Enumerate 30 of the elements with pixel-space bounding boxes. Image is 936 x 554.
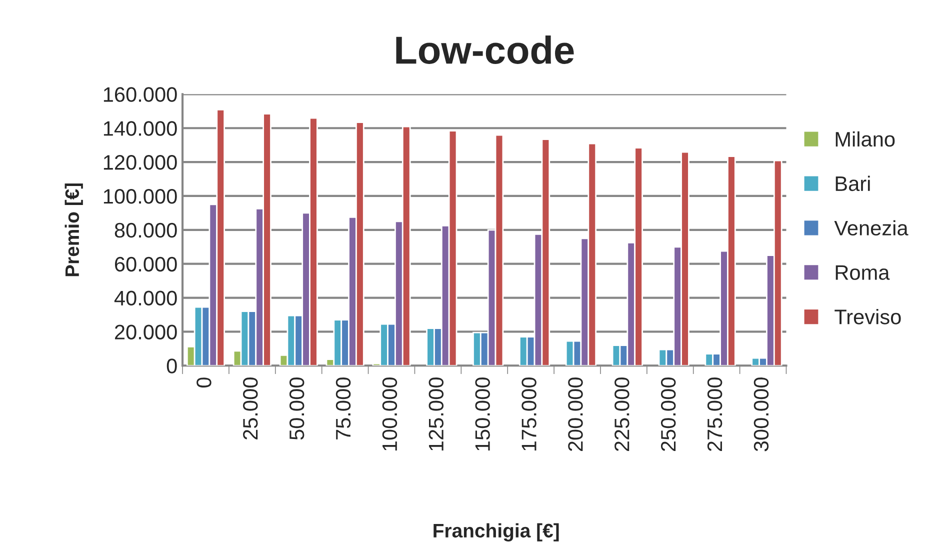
x-tick-label: 50.000 <box>289 378 304 440</box>
x-tick-label: 300.000 <box>754 378 769 452</box>
x-tick-label: 125.000 <box>428 378 444 450</box>
y-tick-label: 60.000 <box>115 256 177 272</box>
x-tick-label: 100.000 <box>382 378 398 450</box>
x-tick-label: 225.000 <box>614 378 630 451</box>
legend-label: Bari <box>836 176 870 192</box>
legend-label: Venezia <box>834 220 908 236</box>
x-tick-label: 250.000 <box>660 378 676 451</box>
y-tick-label: 100.000 <box>104 188 177 204</box>
x-tick-label: 25.000 <box>243 378 258 440</box>
y-tick-label: 120.000 <box>104 155 177 170</box>
y-axis-title: Premio [€] <box>64 183 83 276</box>
x-tick-label: 0 <box>196 378 212 388</box>
y-tick-label: 80.000 <box>114 222 177 238</box>
y-tick-label: 160.000 <box>104 87 177 102</box>
chart-title: Low-code <box>396 35 574 64</box>
legend-label: Treviso <box>834 309 901 324</box>
y-tick-label: 0 <box>166 358 177 374</box>
legend-label: Milano <box>836 131 895 147</box>
legend-label: Roma <box>836 265 890 280</box>
x-axis-title: Franchigia [€] <box>434 523 559 542</box>
y-tick-label: 20.000 <box>114 324 177 340</box>
x-tick-label: 200.000 <box>568 378 583 451</box>
x-tick-label: 275.000 <box>707 378 722 451</box>
y-tick-label: 140.000 <box>104 121 177 136</box>
x-tick-label: 175.000 <box>522 378 536 450</box>
x-tick-label: 150.000 <box>475 378 490 450</box>
y-tick-label: 40.000 <box>114 290 177 306</box>
x-tick-label: 75.000 <box>336 378 351 440</box>
